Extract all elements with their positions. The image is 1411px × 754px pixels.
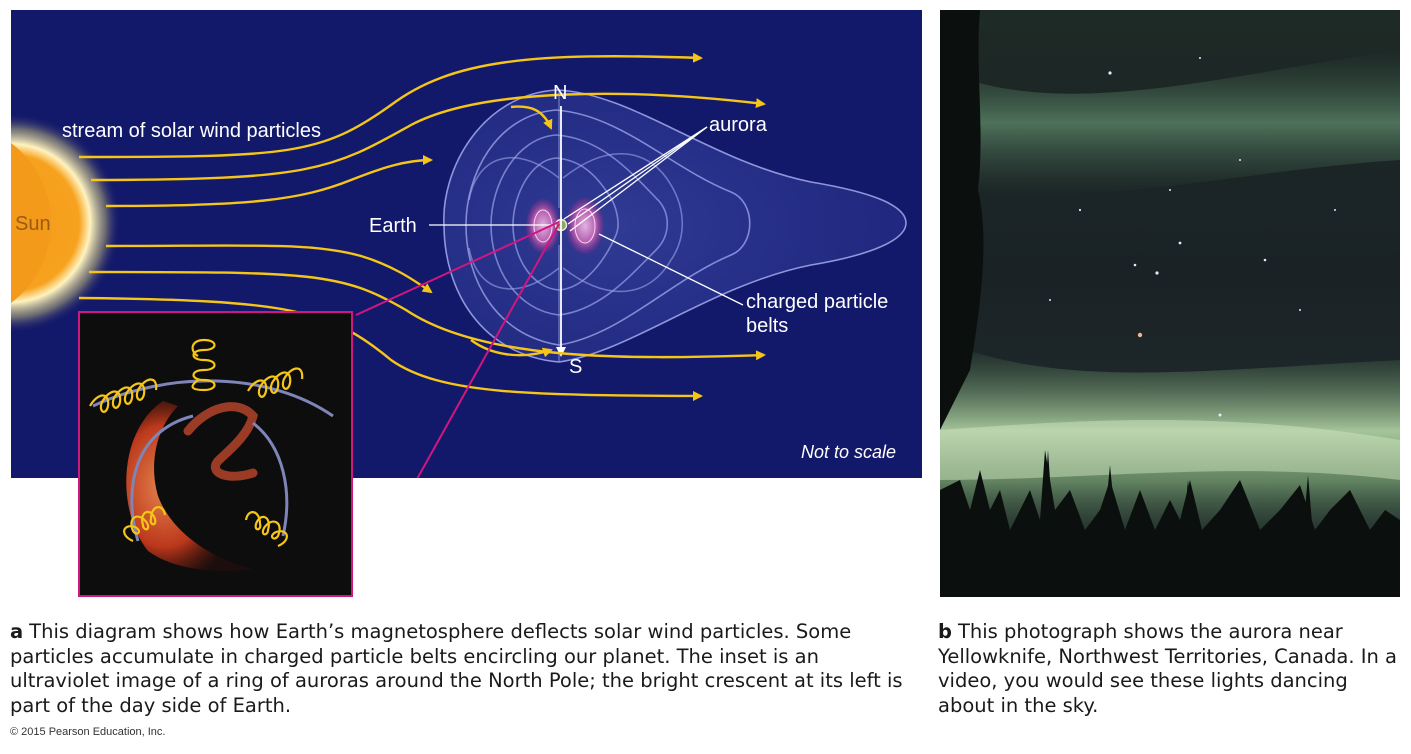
aurora-label: aurora bbox=[709, 114, 768, 136]
north-label: N bbox=[553, 82, 567, 104]
aurora-photograph bbox=[940, 10, 1400, 597]
caption-a: a This diagram shows how Earth’s magnetos… bbox=[10, 620, 915, 718]
solar-wind-label: stream of solar wind particles bbox=[62, 120, 321, 142]
sun-icon bbox=[0, 55, 126, 391]
caption-a-text: This diagram shows how Earth’s magnetosp… bbox=[10, 620, 903, 717]
earth-label: Earth bbox=[369, 215, 417, 237]
belts-label-line1: charged particle bbox=[746, 291, 888, 313]
scale-note: Not to scale bbox=[801, 442, 896, 462]
solar-wind-lines bbox=[78, 52, 766, 401]
uv-aurora-inset bbox=[76, 309, 355, 599]
caption-b-text: This photograph shows the aurora near Ye… bbox=[938, 620, 1397, 717]
caption-b: b This photograph shows the aurora near Y… bbox=[938, 620, 1403, 718]
caption-b-letter: b bbox=[938, 620, 952, 643]
belts-label-line2: belts bbox=[746, 315, 788, 337]
copyright: © 2015 Pearson Education, Inc. bbox=[10, 726, 166, 738]
sun-label: Sun bbox=[15, 213, 51, 235]
south-label: S bbox=[569, 356, 582, 378]
label-leaders bbox=[429, 126, 744, 306]
caption-a-letter: a bbox=[10, 620, 24, 643]
